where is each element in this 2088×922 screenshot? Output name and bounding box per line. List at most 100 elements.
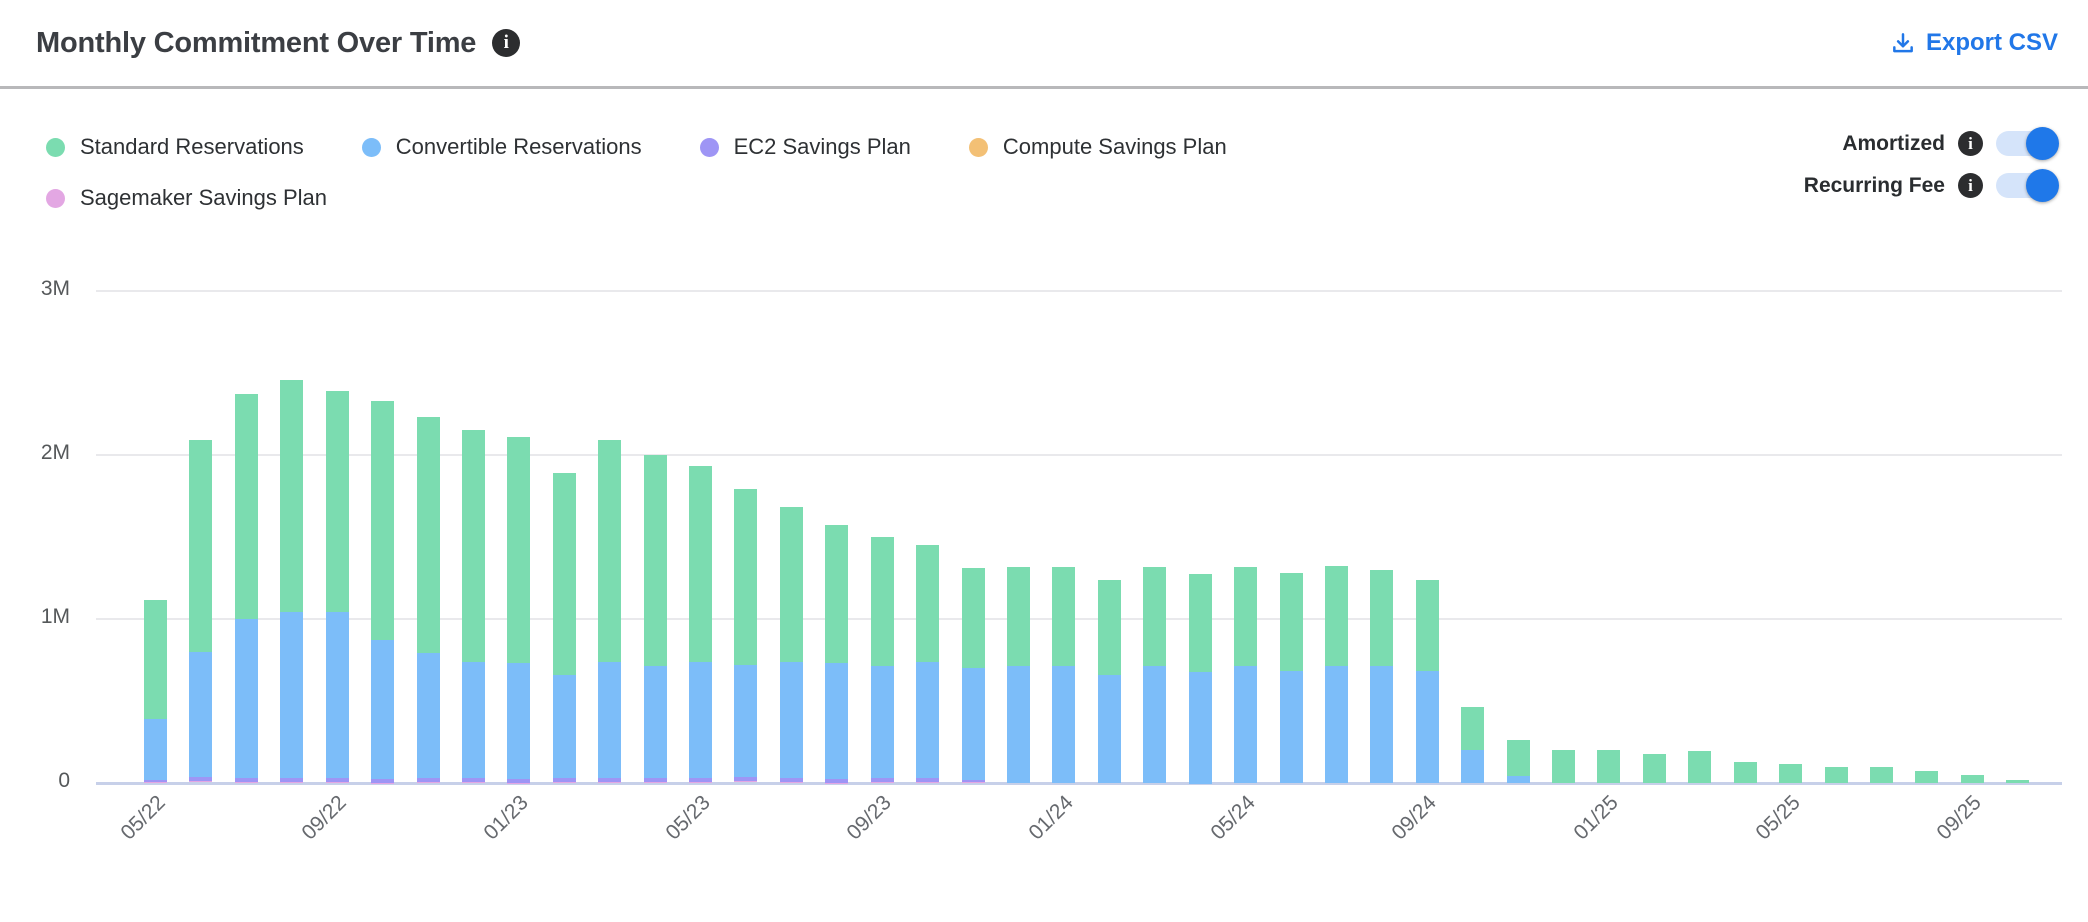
segment-convertible-reservations <box>644 666 667 778</box>
segment-standard-reservations <box>644 455 667 666</box>
legend-row-1: Standard Reservations Convertible Reserva… <box>46 134 1227 160</box>
bar-09-22[interactable] <box>326 391 349 783</box>
y-tick-3M: 3M <box>40 277 70 300</box>
x-axis-line <box>96 782 2062 785</box>
bar-09-23[interactable] <box>871 537 894 783</box>
bar-04-24[interactable] <box>1189 574 1212 784</box>
bar-11-22[interactable] <box>417 417 440 783</box>
segment-standard-reservations <box>1234 567 1257 666</box>
bar-03-24[interactable] <box>1143 567 1166 783</box>
bar-01-24[interactable] <box>1052 567 1075 783</box>
bar-11-24[interactable] <box>1507 740 1530 783</box>
segment-convertible-reservations <box>189 652 212 777</box>
segment-ec2-savings-plan <box>780 778 803 782</box>
segment-convertible-reservations <box>507 663 530 779</box>
segment-standard-reservations <box>371 401 394 640</box>
bar-01-23[interactable] <box>507 437 530 784</box>
export-csv-button[interactable]: Export CSV <box>1890 29 2058 57</box>
legend-label-convertible-reservations: Convertible Reservations <box>395 134 642 159</box>
segment-convertible-reservations <box>553 675 576 778</box>
bar-04-23[interactable] <box>644 455 667 783</box>
legend-label-compute-savings-plan: Compute Savings Plan <box>1002 134 1227 159</box>
bar-06-25[interactable] <box>1825 767 1848 783</box>
bar-10-25[interactable] <box>2006 780 2029 783</box>
header-divider <box>0 86 2088 89</box>
bar-07-25[interactable] <box>1870 767 1893 783</box>
title-wrap: Monthly Commitment Over Time i <box>36 27 521 60</box>
recurring-fee-toggle[interactable] <box>1996 169 2059 202</box>
segment-ec2-savings-plan <box>871 778 894 782</box>
segment-convertible-reservations <box>1325 666 1348 783</box>
segment-standard-reservations <box>2006 780 2029 783</box>
segment-ec2-savings-plan <box>644 778 667 782</box>
segment-convertible-reservations <box>1098 675 1121 783</box>
bar-08-25[interactable] <box>1915 771 1938 783</box>
segment-convertible-reservations <box>825 663 848 779</box>
bar-02-25[interactable] <box>1643 754 1666 783</box>
legend-item-compute-savings-plan[interactable]: Compute Savings Plan <box>968 134 1227 160</box>
bar-06-23[interactable] <box>734 489 757 783</box>
segment-standard-reservations <box>462 430 485 662</box>
bar-08-22[interactable] <box>280 380 303 783</box>
segment-convertible-reservations <box>1280 671 1303 783</box>
bar-12-23[interactable] <box>1007 567 1030 783</box>
bar-05-25[interactable] <box>1779 764 1802 783</box>
bar-06-22[interactable] <box>189 440 212 783</box>
bar-08-24[interactable] <box>1370 570 1393 783</box>
legend-item-sagemaker-savings-plan[interactable]: Sagemaker Savings Plan <box>46 185 327 211</box>
segment-standard-reservations <box>1779 764 1802 783</box>
bar-04-25[interactable] <box>1734 762 1757 783</box>
legend-item-convertible-reservations[interactable]: Convertible Reservations <box>361 134 642 160</box>
bar-03-23[interactable] <box>598 440 621 783</box>
legend-label-sagemaker-savings-plan: Sagemaker Savings Plan <box>80 185 328 210</box>
segment-ec2-savings-plan <box>417 778 440 782</box>
segment-standard-reservations <box>1461 707 1484 750</box>
bar-01-25[interactable] <box>1597 750 1620 783</box>
segment-sagemaker-savings-plan <box>598 782 621 783</box>
legend-item-standard-reservations[interactable]: Standard Reservations <box>46 134 304 160</box>
bar-12-22[interactable] <box>462 430 485 783</box>
bar-02-24[interactable] <box>1098 580 1121 783</box>
segment-sagemaker-savings-plan <box>962 782 985 783</box>
segment-convertible-reservations <box>689 662 712 778</box>
gridline-2M <box>96 454 2062 456</box>
y-tick-1M: 1M <box>40 605 70 628</box>
segment-convertible-reservations <box>1143 666 1166 783</box>
bar-09-25[interactable] <box>1961 775 1984 783</box>
segment-ec2-savings-plan <box>507 779 530 783</box>
segment-sagemaker-savings-plan <box>780 782 803 783</box>
segment-ec2-savings-plan <box>553 778 576 782</box>
title-info-icon[interactable]: i <box>492 29 521 57</box>
bar-09-24[interactable] <box>1416 580 1439 783</box>
segment-sagemaker-savings-plan <box>280 782 303 783</box>
bar-02-23[interactable] <box>553 473 576 783</box>
bar-05-22[interactable] <box>144 600 167 783</box>
bar-07-23[interactable] <box>780 507 803 783</box>
amortized-toggle[interactable] <box>1996 127 2059 160</box>
bar-05-23[interactable] <box>689 466 712 783</box>
bar-11-23[interactable] <box>962 568 985 783</box>
bar-10-23[interactable] <box>916 545 939 783</box>
segment-standard-reservations <box>1098 580 1121 675</box>
bar-10-24[interactable] <box>1461 707 1484 783</box>
bar-12-24[interactable] <box>1552 750 1575 783</box>
segment-ec2-savings-plan <box>598 778 621 782</box>
bar-06-24[interactable] <box>1280 573 1303 783</box>
segment-convertible-reservations <box>734 665 757 777</box>
segment-standard-reservations <box>417 417 440 653</box>
legend-row-2: Sagemaker Savings Plan <box>46 185 1227 211</box>
bar-05-24[interactable] <box>1234 567 1257 783</box>
recurring-fee-info-icon[interactable]: i <box>1958 173 1983 198</box>
toggle-row-recurring-fee: Recurring Fee i <box>1804 169 2060 202</box>
bar-07-24[interactable] <box>1325 566 1348 783</box>
bar-08-23[interactable] <box>825 525 848 784</box>
bar-07-22[interactable] <box>235 394 258 783</box>
segment-sagemaker-savings-plan <box>734 781 757 782</box>
bar-10-22[interactable] <box>371 401 394 784</box>
segment-ec2-savings-plan <box>825 779 848 783</box>
toggle-panel: Amortized i Recurring Fee i <box>1804 127 2060 202</box>
amortized-label: Amortized <box>1842 131 1945 155</box>
legend-item-ec2-savings-plan[interactable]: EC2 Savings Plan <box>699 134 911 160</box>
bar-03-25[interactable] <box>1688 751 1711 783</box>
amortized-info-icon[interactable]: i <box>1958 131 1983 156</box>
